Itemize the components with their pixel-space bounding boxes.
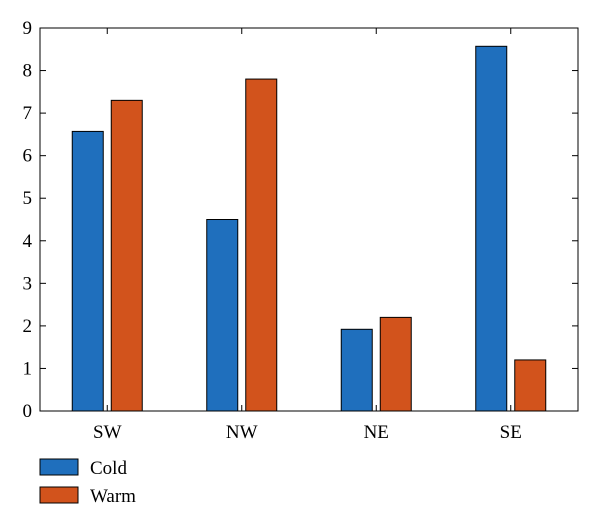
x-tick-label: NW bbox=[226, 422, 258, 443]
y-tick-label: 6 bbox=[23, 146, 33, 167]
bar-cold-ne bbox=[340, 328, 373, 412]
bar-warm-se bbox=[514, 359, 547, 412]
bar-warm-sw bbox=[110, 99, 143, 412]
y-tick-label: 5 bbox=[23, 188, 33, 209]
y-tick-label: 8 bbox=[23, 61, 33, 82]
legend-label-cold: Cold bbox=[90, 458, 127, 479]
y-tick-label: 7 bbox=[23, 103, 33, 124]
legend-label-warm: Warm bbox=[90, 486, 136, 507]
legend-swatch-cold bbox=[39, 458, 79, 476]
y-tick-label: 4 bbox=[23, 231, 33, 252]
bar-cold-se bbox=[475, 45, 508, 412]
y-tick-label: 1 bbox=[23, 358, 33, 379]
x-tick-label: NE bbox=[364, 422, 389, 443]
y-tick-label: 0 bbox=[23, 401, 33, 422]
bar-cold-sw bbox=[71, 130, 104, 412]
legend-swatch-warm bbox=[39, 486, 79, 504]
plot-frame bbox=[39, 27, 579, 412]
x-tick-label: SW bbox=[93, 422, 122, 443]
y-tick-label: 3 bbox=[23, 273, 33, 294]
y-tick-label: 9 bbox=[23, 18, 33, 39]
plot-area: 0 1 2 3 4 5 6 7 8 9 SW NW NE SE bbox=[23, 18, 579, 443]
bar-cold-nw bbox=[206, 219, 239, 412]
bar-warm-ne bbox=[379, 316, 412, 412]
x-tick-label: SE bbox=[500, 422, 522, 443]
legend: Cold Warm bbox=[39, 458, 136, 507]
bar-warm-nw bbox=[245, 78, 278, 412]
y-tick-label: 2 bbox=[23, 316, 33, 337]
